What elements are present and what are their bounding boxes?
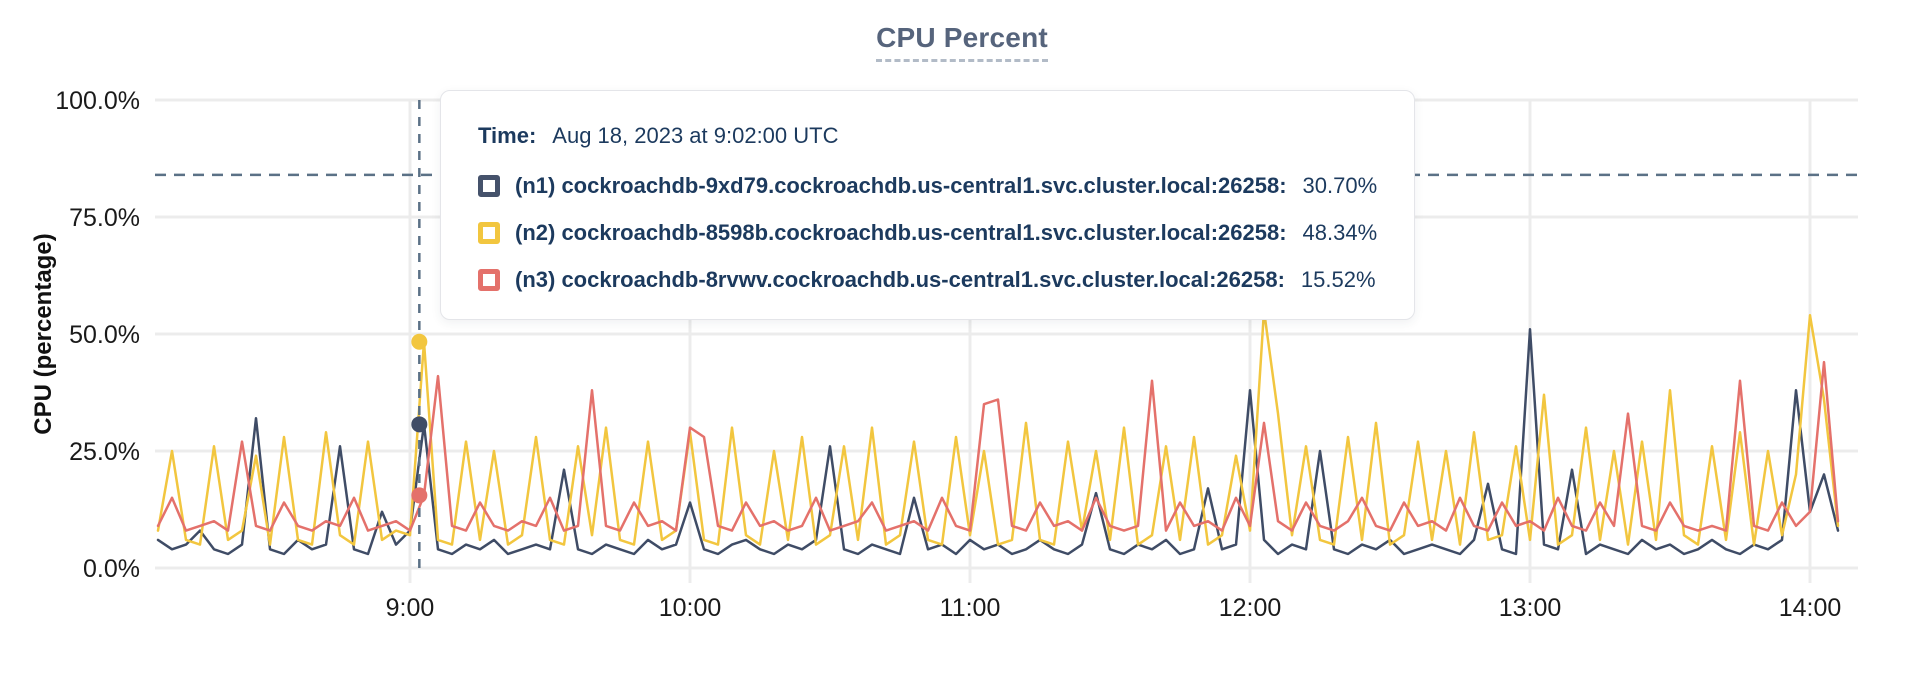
hover-point-n1 — [411, 416, 428, 433]
tooltip-time-label: Time: — [478, 122, 537, 148]
series-line-n2 — [156, 309, 1840, 546]
hover-point-n2 — [411, 333, 428, 350]
series-n1-swatch-icon — [478, 174, 500, 197]
series-n3-swatch-icon — [478, 268, 500, 291]
tooltip-series-row-n1: (n1) cockroachdb-9xd79.cockroachdb.us-ce… — [478, 162, 1414, 209]
y-tick-label: 75.0% — [69, 204, 140, 232]
x-tick-label: 10:00 — [659, 594, 722, 622]
y-tick-label: 0.0% — [83, 555, 140, 583]
y-tick-label: 100.0% — [55, 87, 140, 115]
chart-title: CPU Percent — [876, 22, 1048, 62]
tooltip-series-row-n3: (n3) cockroachdb-8rvwv.cockroachdb.us-ce… — [478, 256, 1414, 303]
series-n2-label: (n2) cockroachdb-8598b.cockroachdb.us-ce… — [515, 219, 1287, 245]
tooltip-series-row-n2: (n2) cockroachdb-8598b.cockroachdb.us-ce… — [478, 209, 1414, 256]
chart-title-wrap: CPU Percent — [0, 22, 1924, 62]
x-tick-label: 11:00 — [940, 594, 1001, 622]
series-line-n3 — [156, 360, 1840, 532]
series-n3-value: 15.52% — [1300, 266, 1376, 292]
series-n1-label: (n1) cockroachdb-9xd79.cockroachdb.us-ce… — [515, 172, 1287, 198]
x-tick-label: 9:00 — [386, 594, 435, 622]
series-n1-value: 30.70% — [1302, 172, 1378, 198]
tooltip-time-value: Aug 18, 2023 at 9:02:00 UTC — [552, 122, 839, 148]
series-n3-label: (n3) cockroachdb-8rvwv.cockroachdb.us-ce… — [515, 266, 1285, 292]
tooltip-time-row: Time: Aug 18, 2023 at 9:02:00 UTC — [478, 119, 1414, 152]
x-tick-label: 12:00 — [1219, 594, 1282, 622]
y-tick-label: 50.0% — [69, 321, 140, 349]
series-n2-value: 48.34% — [1302, 219, 1378, 245]
x-tick-label: 14:00 — [1779, 594, 1842, 622]
series-n2-swatch-icon — [478, 221, 500, 244]
hover-point-n3 — [411, 487, 428, 504]
chart-hover-tooltip: Time: Aug 18, 2023 at 9:02:00 UTC (n1) c… — [440, 90, 1415, 320]
x-tick-label: 13:00 — [1499, 594, 1562, 622]
y-tick-label: 25.0% — [69, 438, 140, 466]
